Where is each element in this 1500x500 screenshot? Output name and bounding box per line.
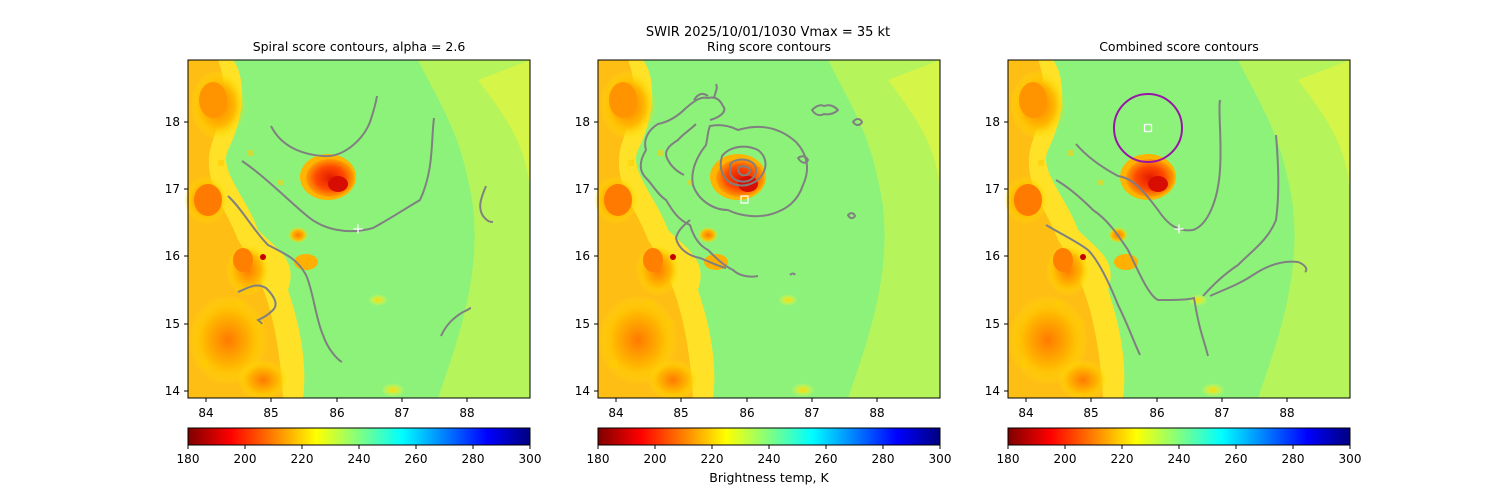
y-tick-label: 14 [165,384,180,398]
y-tick-label: 18 [575,115,590,129]
x-tick-label: 85 [1083,406,1098,420]
x-tick-label: 86 [1149,406,1164,420]
axes-frame [187,59,531,399]
colorbar-tick-label: 200 [644,452,667,466]
colorbar-tick-label: 180 [587,452,610,466]
y-ticks: 14 15 16 17 18 [165,115,188,398]
axes-frame [597,59,941,399]
x-tick-label: 84 [1018,406,1033,420]
colorbar-tick-label: 300 [1339,452,1362,466]
panel-title: Combined score contours [1099,39,1259,54]
center-plus-marker [1174,224,1184,234]
panel-combined: Combined score contours 84 85 86 87 88 1… [985,39,1362,466]
colorbar-ticks: 180 200 220 240 260 280 300 [997,445,1362,466]
colorbar-ticks: 180 200 220 240 260 280 300 [177,445,542,466]
colorbar-tick-label: 280 [1282,452,1305,466]
x-tick-label: 86 [329,406,344,420]
colorbar-tick-label: 300 [519,452,542,466]
colorbar-tick-label: 260 [1225,452,1248,466]
spiral-contours [227,95,494,363]
y-tick-label: 14 [985,384,1000,398]
colorbar: 180 200 220 240 260 280 300 [177,427,542,466]
colorbar: 180 200 220 240 260 280 300 [997,427,1362,466]
colorbar-gradient [597,427,941,446]
colorbar-ticks: 180 200 220 240 260 280 300 [587,445,952,466]
colorbar-tick-label: 180 [997,452,1020,466]
ring-center-square-marker [740,195,749,204]
panel-ring: Ring score contours 84 85 86 87 88 [575,39,952,485]
y-tick-label: 15 [985,317,1000,331]
colorbar-tick-label: 220 [291,452,314,466]
x-ticks: 84 85 86 87 88 [608,398,885,420]
axes-frame [1007,59,1351,399]
y-tick-label: 18 [985,115,1000,129]
x-tick-label: 84 [198,406,213,420]
x-tick-label: 85 [673,406,688,420]
colorbar-tick-label: 280 [872,452,895,466]
y-tick-label: 18 [165,115,180,129]
colorbar-tick-label: 220 [1111,452,1134,466]
x-tick-label: 87 [1214,406,1229,420]
ring-contours [639,83,863,278]
x-ticks: 84 85 86 87 88 [1018,398,1295,420]
figure-suptitle: SWIR 2025/10/01/1030 Vmax = 35 kt [646,25,890,40]
y-tick-label: 15 [165,317,180,331]
colorbar-gradient [1007,427,1351,446]
center-plus-marker [353,224,363,234]
x-ticks: 84 85 86 87 88 [198,398,475,420]
y-tick-label: 14 [575,384,590,398]
colorbar-tick-label: 220 [701,452,724,466]
colorbar-gradient [187,427,531,446]
colorbar-tick-label: 200 [234,452,257,466]
x-tick-label: 87 [804,406,819,420]
y-ticks: 14 15 16 17 18 [985,115,1008,398]
x-tick-label: 84 [608,406,623,420]
colorbar-tick-label: 240 [758,452,781,466]
y-tick-label: 16 [985,249,1000,263]
panel-spiral: Spiral score contours, alpha = 2.6 84 85… [165,39,542,466]
panel-title: Spiral score contours, alpha = 2.6 [253,39,466,54]
y-tick-label: 17 [575,182,590,196]
x-tick-label: 86 [739,406,754,420]
x-tick-label: 88 [869,406,884,420]
combined-center-square-marker [1143,123,1153,133]
combined-center-circle [1113,93,1183,163]
y-tick-label: 16 [575,249,590,263]
colorbar-tick-label: 180 [177,452,200,466]
colorbar-tick-label: 200 [1054,452,1077,466]
colorbar-tick-label: 240 [348,452,371,466]
colorbar-label: Brightness temp, K [709,470,829,485]
colorbar: 180 200 220 240 260 280 300 Brightness t… [587,427,952,485]
x-tick-label: 85 [263,406,278,420]
y-tick-label: 16 [165,249,180,263]
colorbar-tick-label: 260 [405,452,428,466]
x-tick-label: 88 [459,406,474,420]
y-tick-label: 15 [575,317,590,331]
x-tick-label: 87 [394,406,409,420]
panel-title: Ring score contours [707,39,831,54]
colorbar-tick-label: 260 [815,452,838,466]
colorbar-tick-label: 240 [1168,452,1191,466]
heatmap-image [594,60,940,400]
y-tick-label: 17 [985,182,1000,196]
colorbar-tick-label: 280 [462,452,485,466]
x-tick-label: 88 [1279,406,1294,420]
colorbar-tick-label: 300 [929,452,952,466]
y-tick-label: 17 [165,182,180,196]
y-ticks: 14 15 16 17 18 [575,115,598,398]
combined-contours [1045,99,1308,357]
